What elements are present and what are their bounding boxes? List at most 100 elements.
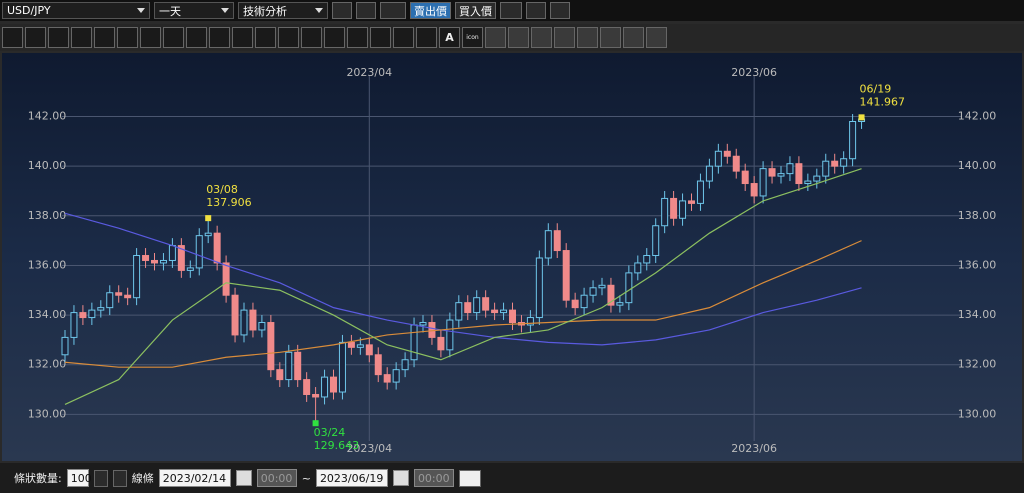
chart: 130.00 130.00 132.00 132.00 134.00 134.00 136.…	[2, 53, 1022, 461]
candle-body	[106, 292, 114, 309]
tool-icon[interactable]	[94, 27, 115, 48]
ask-button[interactable]: 買入價	[455, 2, 496, 19]
tool-icon[interactable]	[347, 27, 368, 48]
candle-body	[213, 232, 221, 264]
tool-icon[interactable]	[393, 27, 414, 48]
candle-body	[786, 163, 794, 175]
candle-body	[97, 307, 105, 311]
tool-icon[interactable]	[370, 27, 391, 48]
tool-icon[interactable]	[301, 27, 322, 48]
annotation-price: 137.906	[206, 196, 252, 209]
info-button[interactable]	[356, 2, 376, 19]
candle-body	[356, 344, 364, 348]
analysis-select[interactable]: 技術分析	[238, 2, 328, 19]
candle-body	[177, 245, 185, 271]
candle-body	[464, 302, 472, 314]
candle-body	[634, 262, 642, 274]
tool-icon[interactable]	[163, 27, 184, 48]
area-button[interactable]	[380, 2, 406, 19]
top-toolbar: USD/JPY 一天 技術分析 賣出價 買入價	[0, 0, 1024, 21]
tool-icon[interactable]: A	[439, 27, 460, 48]
tool-icon[interactable]	[186, 27, 207, 48]
candle-body	[607, 284, 615, 306]
candle-body	[312, 393, 320, 398]
tool-icon[interactable]	[140, 27, 161, 48]
tool-icon[interactable]	[531, 27, 552, 48]
to-date[interactable]: 2023/06/19	[315, 469, 388, 487]
candle-body	[589, 287, 597, 296]
refresh[interactable]	[458, 469, 481, 487]
candle-body	[410, 324, 418, 361]
candle-body	[526, 317, 534, 326]
tool-icon[interactable]	[71, 27, 92, 48]
candle-body	[625, 272, 633, 304]
candle-body	[419, 322, 427, 326]
candle-body	[795, 163, 803, 185]
tool-icon[interactable]	[209, 27, 230, 48]
annotation-date: 06/19	[860, 82, 892, 95]
candle-body	[392, 369, 400, 383]
tool-icon[interactable]	[554, 27, 575, 48]
annotation-price: 129.643	[314, 439, 360, 452]
extreme-marker	[858, 114, 865, 121]
tool-icon[interactable]	[485, 27, 506, 48]
decrease[interactable]	[93, 469, 108, 487]
tool-icon[interactable]	[508, 27, 529, 48]
tool-icon[interactable]	[232, 27, 253, 48]
candle-body	[159, 259, 167, 264]
candle-body	[79, 312, 87, 319]
tool-icon[interactable]	[577, 27, 598, 48]
bar-count-label: 條狀數量:	[14, 472, 62, 485]
y-tick-label: 140.00	[28, 159, 67, 172]
candle-body	[383, 374, 391, 383]
increase[interactable]	[112, 469, 127, 487]
extreme-marker	[312, 420, 319, 427]
tool-icon[interactable]	[48, 27, 69, 48]
bar-count[interactable]: 100	[66, 469, 92, 487]
candle-body	[813, 175, 821, 182]
tool-icon[interactable]	[278, 27, 299, 48]
symbol-select[interactable]: USD/JPY	[2, 2, 150, 19]
tool-icon[interactable]	[25, 27, 46, 48]
tool-icon[interactable]	[600, 27, 621, 48]
tool-icon[interactable]	[646, 27, 667, 48]
tool-icon[interactable]	[255, 27, 276, 48]
candle-body	[616, 302, 624, 306]
tool-icon[interactable]	[623, 27, 644, 48]
to-time: 00:00	[413, 469, 454, 487]
period-select[interactable]: 一天	[154, 2, 234, 19]
candle-body	[276, 369, 284, 381]
candle-body	[240, 309, 248, 336]
y-tick-label: 134.00	[958, 308, 997, 321]
tool-icon[interactable]	[117, 27, 138, 48]
y-tick-label: 132.00	[28, 358, 67, 371]
candle-body	[347, 341, 355, 348]
candle-body	[670, 197, 678, 219]
bid-button[interactable]: 賣出價	[410, 2, 451, 19]
candle-body	[535, 257, 543, 319]
tool-icon[interactable]	[324, 27, 345, 48]
candle-body	[267, 322, 275, 371]
y-tick-label: 136.00	[28, 258, 67, 271]
candle-body	[562, 250, 570, 301]
compare-button[interactable]	[500, 2, 522, 19]
from-calendar[interactable]	[235, 470, 252, 486]
zoom-in[interactable]	[550, 2, 570, 19]
candle-body	[759, 168, 767, 197]
candle-body	[321, 376, 329, 398]
from-date[interactable]: 2023/02/14	[158, 469, 231, 487]
candle-body	[688, 200, 695, 204]
candle-body	[303, 379, 311, 395]
candle-body	[204, 232, 212, 237]
tool-icon[interactable]	[416, 27, 437, 48]
candle-body	[849, 120, 857, 160]
draw-button[interactable]	[332, 2, 352, 19]
moving-average	[64, 212, 862, 346]
candle-body	[374, 354, 382, 376]
candle-body	[741, 170, 749, 185]
tool-icon[interactable]	[2, 27, 23, 48]
zoom-out[interactable]	[526, 2, 546, 19]
tool-icon[interactable]: icon	[462, 27, 483, 48]
to-calendar[interactable]	[392, 470, 409, 486]
